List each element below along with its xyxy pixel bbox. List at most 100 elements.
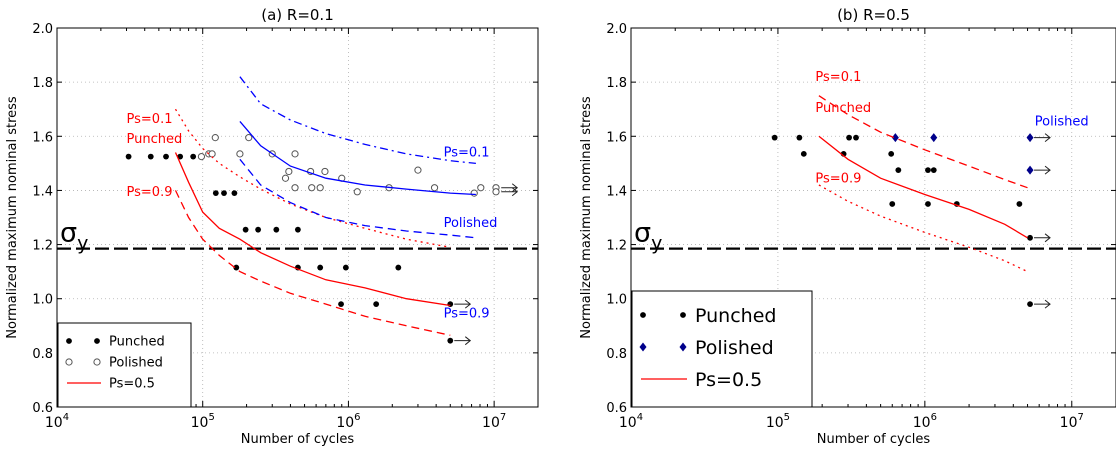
x-tick-label: 107 xyxy=(1060,412,1084,431)
y-axis-label: Normalized maximum nominal stress xyxy=(579,96,594,339)
data-point-punched xyxy=(255,227,261,233)
x-tick-exponent: 4 xyxy=(637,412,643,423)
legend-marker xyxy=(640,312,646,318)
curve-punched-ps09 xyxy=(819,185,1028,272)
x-tick-exponent: 5 xyxy=(208,412,214,423)
x-tick-exponent: 6 xyxy=(354,412,360,423)
legend-label: Polished xyxy=(695,337,774,359)
x-tick-label: 104 xyxy=(619,412,643,431)
chart-panel-2: σyPs=0.1PunchedPs=0.9Polished0.60.81.01.… xyxy=(579,6,1116,447)
data-point-punched xyxy=(895,167,901,173)
data-point-punched xyxy=(801,151,807,157)
annotation-label: Punched xyxy=(815,101,871,116)
y-tick-label: 1.4 xyxy=(606,184,627,199)
x-tick-label: 105 xyxy=(191,412,215,431)
chart-title: (a) R=0.1 xyxy=(261,6,334,24)
data-point-polished xyxy=(478,185,484,191)
annotation-label: Ps=0.9 xyxy=(127,185,173,200)
curve-ps05 xyxy=(819,136,1028,238)
runout-arrow xyxy=(1034,234,1050,242)
y-tick-label: 1.0 xyxy=(606,293,627,308)
data-point-polished xyxy=(1027,133,1034,142)
annotation-label: Ps=0.9 xyxy=(815,171,861,186)
data-point-polished xyxy=(317,185,323,191)
data-point-punched xyxy=(232,190,238,196)
data-point-punched xyxy=(846,135,852,141)
data-point-polished xyxy=(493,189,499,195)
y-tick-label: 1.8 xyxy=(606,76,627,91)
data-point-punched xyxy=(343,265,349,271)
data-point-polished xyxy=(246,135,252,141)
data-point-punched xyxy=(273,227,279,233)
y-tick-label: 1.6 xyxy=(606,130,627,145)
plot-area xyxy=(772,96,1050,308)
legend-marker xyxy=(94,338,100,344)
y-tick-label: 1.8 xyxy=(32,76,53,91)
data-point-punched xyxy=(163,154,169,160)
data-point-polished xyxy=(212,135,218,141)
y-tick-label: 0.6 xyxy=(32,401,53,416)
legend-label: Ps=0.5 xyxy=(695,369,762,391)
y-tick-label: 1.2 xyxy=(32,239,53,254)
legend-marker xyxy=(66,359,72,365)
data-point-punched xyxy=(796,135,802,141)
data-point-punched xyxy=(148,154,154,160)
data-point-punched xyxy=(1016,201,1022,207)
data-point-punched xyxy=(317,265,323,271)
data-point-polished xyxy=(354,189,360,195)
x-tick-exponent: 6 xyxy=(931,412,937,423)
y-axis-label: Normalized maximum nominal stress xyxy=(5,96,20,339)
data-point-punched xyxy=(772,135,778,141)
data-point-punched xyxy=(925,167,931,173)
data-point-polished xyxy=(292,151,298,157)
data-point-polished xyxy=(1027,166,1034,175)
chart-panel-1: σyPs=0.1PunchedPs=0.9Ps=0.1PolishedPs=0.… xyxy=(5,6,538,447)
x-tick-label: 107 xyxy=(482,412,506,431)
curve-polished-ps05 xyxy=(240,121,476,194)
annotation-label: Ps=0.1 xyxy=(127,112,173,127)
x-tick-exponent: 7 xyxy=(1077,412,1083,423)
data-point-punched xyxy=(889,201,895,207)
plot-area xyxy=(126,77,518,345)
data-point-punched xyxy=(190,154,196,160)
data-point-punched xyxy=(853,135,859,141)
annotation-label: Ps=0.9 xyxy=(444,307,490,322)
x-tick-label: 104 xyxy=(45,412,69,431)
data-point-polished xyxy=(431,185,437,191)
legend-marker xyxy=(66,338,72,344)
x-tick-label: 105 xyxy=(766,412,790,431)
annotation-label: Ps=0.1 xyxy=(815,70,861,85)
legend-label: Punched xyxy=(109,335,165,350)
y-tick-label: 2.0 xyxy=(32,22,53,37)
data-point-punched xyxy=(338,301,344,307)
y-tick-label: 0.8 xyxy=(606,347,627,362)
data-point-punched xyxy=(1027,301,1033,307)
y-tick-label: 1.6 xyxy=(32,130,53,145)
data-point-polished xyxy=(209,151,215,157)
yield-stress-subscript: y xyxy=(651,233,662,255)
legend-label: Punched xyxy=(695,305,776,327)
x-tick-label: 106 xyxy=(336,412,360,431)
data-point-polished xyxy=(471,190,477,196)
x-tick-exponent: 7 xyxy=(500,412,506,423)
data-point-punched xyxy=(931,167,937,173)
data-point-punched xyxy=(888,151,894,157)
legend-label: Ps=0.5 xyxy=(109,377,155,392)
data-point-punched xyxy=(395,265,401,271)
chart-title: (b) R=0.5 xyxy=(837,6,910,24)
data-point-polished xyxy=(415,167,421,173)
x-tick-exponent: 4 xyxy=(63,412,69,423)
runout-arrow xyxy=(1034,300,1050,308)
data-point-punched xyxy=(1027,235,1033,241)
y-tick-label: 1.2 xyxy=(606,239,627,254)
curve-ps05 xyxy=(176,153,451,306)
runout-arrow xyxy=(1034,134,1050,142)
data-point-punched xyxy=(373,301,379,307)
x-axis-label: Number of cycles xyxy=(241,432,355,447)
data-point-punched xyxy=(295,227,301,233)
data-point-polished xyxy=(292,185,298,191)
runout-arrow xyxy=(501,188,517,196)
data-point-polished xyxy=(930,133,937,142)
annotation-label: Polished xyxy=(1035,114,1089,129)
